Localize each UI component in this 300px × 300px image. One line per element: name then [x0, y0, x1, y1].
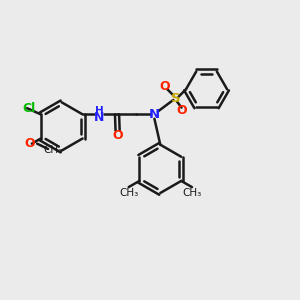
- Text: N: N: [149, 108, 160, 121]
- Text: N: N: [94, 111, 104, 124]
- Text: CH₃: CH₃: [182, 188, 202, 198]
- Text: O: O: [177, 104, 188, 117]
- Text: Cl: Cl: [22, 102, 35, 115]
- Text: H: H: [95, 106, 104, 116]
- Text: O: O: [24, 137, 35, 150]
- Text: CH₃: CH₃: [119, 188, 138, 198]
- Text: S: S: [171, 92, 180, 105]
- Text: O: O: [159, 80, 170, 94]
- Text: CH₃: CH₃: [44, 145, 63, 155]
- Text: O: O: [112, 129, 123, 142]
